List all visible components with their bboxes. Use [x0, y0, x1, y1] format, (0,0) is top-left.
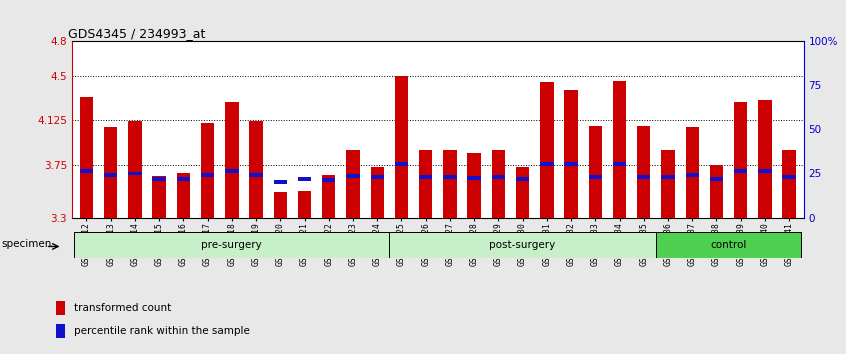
Bar	[250, 173, 263, 177]
Bar	[250, 121, 263, 218]
Bar	[564, 162, 578, 166]
Bar	[734, 169, 747, 173]
Text: pre-surgery: pre-surgery	[201, 240, 262, 250]
Bar	[152, 177, 166, 181]
Bar	[419, 150, 432, 218]
Bar	[710, 177, 723, 181]
Bar	[443, 150, 457, 218]
Bar	[80, 169, 93, 173]
Bar	[662, 175, 674, 179]
Bar	[129, 172, 141, 176]
Bar	[468, 153, 481, 218]
Bar	[468, 176, 481, 179]
Bar	[395, 162, 408, 166]
Bar	[74, 232, 389, 258]
Bar	[589, 126, 602, 218]
Bar	[492, 150, 505, 218]
Bar	[346, 174, 360, 178]
Bar	[662, 150, 674, 218]
Bar	[710, 165, 723, 218]
Bar	[56, 324, 65, 338]
Bar	[685, 127, 699, 218]
Bar	[637, 126, 651, 218]
Bar	[389, 232, 656, 258]
Bar	[516, 167, 530, 218]
Bar	[443, 175, 457, 179]
Bar	[298, 177, 311, 181]
Bar	[758, 169, 772, 173]
Bar	[298, 190, 311, 218]
Bar	[346, 150, 360, 218]
Bar	[613, 162, 626, 166]
Text: transformed count: transformed count	[74, 303, 171, 313]
Bar	[177, 177, 190, 181]
Bar	[656, 232, 801, 258]
Bar	[516, 177, 530, 181]
Bar	[758, 100, 772, 218]
Bar	[201, 123, 214, 218]
Bar	[783, 175, 796, 179]
Text: GDS4345 / 234993_at: GDS4345 / 234993_at	[69, 27, 206, 40]
Bar	[177, 173, 190, 218]
Bar	[129, 121, 141, 218]
Bar	[104, 173, 118, 177]
Bar	[685, 173, 699, 177]
Bar	[201, 173, 214, 177]
Bar	[371, 175, 384, 179]
Bar	[273, 192, 287, 218]
Bar	[322, 175, 335, 218]
Text: percentile rank within the sample: percentile rank within the sample	[74, 326, 250, 336]
Bar	[273, 181, 287, 184]
Bar	[589, 175, 602, 179]
Bar	[322, 178, 335, 182]
Bar	[225, 102, 239, 218]
Bar	[541, 82, 553, 218]
Bar	[395, 76, 408, 218]
Bar	[783, 150, 796, 218]
Bar	[152, 176, 166, 218]
Bar	[80, 97, 93, 218]
Bar	[56, 301, 65, 315]
Bar	[419, 175, 432, 179]
Bar	[564, 90, 578, 218]
Bar	[613, 81, 626, 218]
Bar	[492, 175, 505, 179]
Text: specimen: specimen	[2, 239, 52, 249]
Bar	[541, 162, 553, 166]
Bar	[637, 175, 651, 179]
Text: post-surgery: post-surgery	[490, 240, 556, 250]
Bar	[225, 169, 239, 173]
Bar	[371, 167, 384, 218]
Bar	[734, 102, 747, 218]
Text: control: control	[711, 240, 747, 250]
Bar	[104, 127, 118, 218]
